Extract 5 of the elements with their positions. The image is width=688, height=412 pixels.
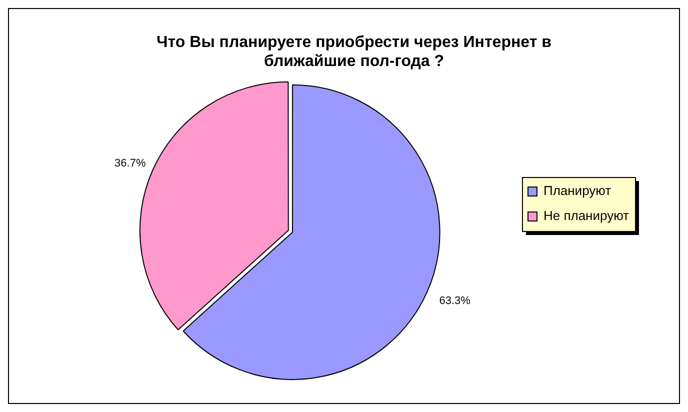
chart-title: Что Вы планируете приобрести через Интернет в ближайшие пол-года ? [156, 34, 552, 70]
data-label: 36.7% [114, 158, 146, 170]
legend-label: Планируют [543, 183, 612, 198]
data-label: 63.3% [439, 294, 471, 307]
legend-label: Не планируют [543, 208, 630, 224]
